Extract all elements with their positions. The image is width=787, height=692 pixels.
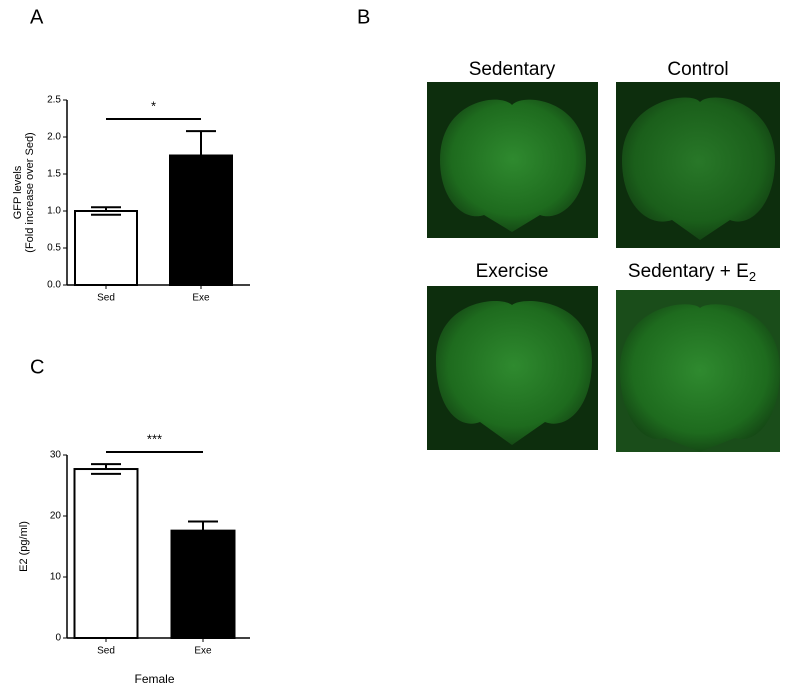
image-label: Sedentary xyxy=(469,59,556,80)
y-tick-label: 0.0 xyxy=(47,280,61,291)
y-tick-label: 0 xyxy=(55,633,61,644)
bar xyxy=(169,154,233,286)
x-tick-label: Exe xyxy=(192,293,210,304)
image-label-subscript: 2 xyxy=(749,269,756,284)
micrograph xyxy=(427,82,780,452)
image-label: Exercise xyxy=(476,261,549,282)
y-tick-label: 2.5 xyxy=(47,95,61,106)
x-tick-label: Sed xyxy=(97,646,115,657)
y-tick-label: 0.5 xyxy=(47,243,61,254)
panel-label: C xyxy=(30,356,44,378)
significance-label: *** xyxy=(147,431,162,446)
panel-label: B xyxy=(357,6,370,28)
panel-label: A xyxy=(30,6,44,28)
y-axis-label: GFP levels(Fold increase over Sed) xyxy=(12,132,36,252)
significance-label: * xyxy=(151,98,156,113)
y-tick-label: 30 xyxy=(50,450,62,461)
y-tick-label: 2.0 xyxy=(47,132,61,143)
y-axis-label-line: GFP levels xyxy=(12,165,24,219)
x-tick-label: Sed xyxy=(97,293,115,304)
bar xyxy=(74,210,138,286)
y-axis-label: E2 (pg/ml) xyxy=(18,521,30,572)
y-tick-label: 1.0 xyxy=(47,206,61,217)
x-axis-label: Female xyxy=(134,672,174,686)
y-axis-label-line: E2 (pg/ml) xyxy=(18,521,30,572)
image-label: Sedentary + E2 xyxy=(628,261,756,284)
y-axis-label-line: (Fold increase over Sed) xyxy=(24,132,36,252)
bar xyxy=(170,529,236,640)
y-tick-label: 10 xyxy=(50,572,62,583)
bar xyxy=(73,468,139,639)
x-tick-label: Exe xyxy=(194,646,212,657)
y-tick-label: 20 xyxy=(50,511,62,522)
image-label: Control xyxy=(667,59,728,80)
y-tick-label: 1.5 xyxy=(47,169,61,180)
image-label-text: Sedentary + E xyxy=(628,261,749,282)
